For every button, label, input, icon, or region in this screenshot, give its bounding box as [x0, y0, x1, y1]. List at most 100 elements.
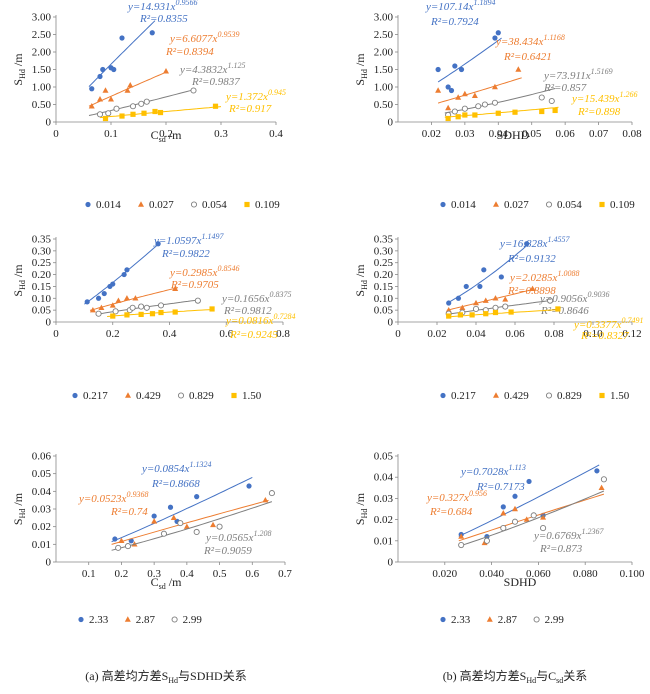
legend-label: 0.014 — [451, 199, 476, 211]
y-tick-label: 2.50 — [374, 29, 394, 41]
legend-marker — [533, 616, 540, 623]
y-tick-label: 0 — [388, 117, 394, 129]
data-point — [89, 306, 96, 313]
x-tick-label: 0.06 — [505, 328, 525, 340]
data-point — [97, 73, 103, 80]
equation-label: y=0.9056x0.9036​ — [539, 290, 609, 305]
equation-label: y=16.828x1.4557​ — [499, 235, 570, 250]
data-point — [435, 87, 442, 93]
r2-label: R²=0.9132 — [507, 253, 556, 265]
x-tick-label: 0.6 — [219, 328, 233, 340]
data-point — [455, 114, 461, 120]
series-0.829: y=0.1656x0.8375​R²=0.9812 — [95, 290, 291, 317]
data-point — [170, 514, 177, 521]
series-0.109: y=1.372x0.945​R²=0.917 — [99, 88, 286, 122]
r2-label: R²=0.9837 — [191, 76, 240, 88]
r2-label: R²=0.8327 — [580, 330, 629, 342]
data-point — [138, 303, 145, 310]
y-tick-label: 0.30 — [374, 245, 394, 257]
data-point — [600, 476, 607, 483]
equation-label: y=4.3832x1.125​ — [179, 61, 245, 76]
equation-label: y=73.911x1.5169​ — [543, 67, 613, 82]
y-tick-label: 0.05 — [374, 305, 394, 317]
equation-label: y=0.327x0.956​ — [426, 489, 487, 504]
chart-panel-5: 0 0.01 0.02 0.03 0.04 0.05 0.06 0.1 0.2 0.3 0.4 0.5… — [11, 451, 292, 627]
data-point — [452, 63, 458, 69]
legend-marker — [125, 392, 131, 398]
x-tick-label: 0.7 — [278, 568, 292, 580]
y-tick-label: 0.35 — [374, 234, 394, 246]
data-point — [455, 94, 462, 100]
legend-label: 0.109 — [610, 199, 635, 211]
equation-label: y=2.0285x1.0088​ — [509, 269, 579, 284]
data-point — [481, 267, 487, 273]
y-axis-label: SHd​ /m — [353, 492, 369, 525]
equation-label: y=15.439x1.266​ — [571, 90, 637, 105]
data-point — [194, 494, 200, 500]
x-tick-label: 0.05 — [522, 128, 542, 140]
data-point — [469, 312, 475, 318]
data-point — [445, 104, 452, 111]
data-point — [495, 30, 501, 36]
x-tick-label: 0.04 — [489, 128, 509, 140]
legend-label: 0.054 — [557, 199, 582, 211]
data-point — [105, 110, 112, 117]
legend-marker — [85, 201, 91, 208]
data-point — [445, 84, 451, 90]
data-point — [547, 297, 554, 304]
data-point — [461, 90, 468, 97]
data-point — [511, 518, 519, 525]
data-point — [157, 109, 164, 116]
r2-label: R²=0.9812 — [223, 305, 272, 317]
data-point — [177, 520, 184, 527]
data-point — [539, 108, 545, 115]
x-tick-label: 0.3 — [147, 568, 161, 580]
data-point — [127, 82, 134, 88]
equation-label: y=14.931x0.9566​ — [127, 0, 197, 13]
data-point — [124, 543, 132, 550]
data-point — [121, 271, 127, 278]
data-point — [97, 96, 103, 102]
x-tick-label: 0.060 — [526, 568, 551, 580]
data-point — [123, 295, 130, 301]
data-point — [151, 513, 157, 519]
data-point — [155, 241, 161, 247]
legend-label: 0.109 — [255, 199, 280, 211]
x-tick-label: 0.6 — [245, 568, 259, 580]
trend-line — [446, 243, 529, 304]
legend-marker — [78, 616, 84, 623]
trend-line — [84, 244, 159, 305]
y-tick-label: 0.20 — [374, 269, 394, 281]
x-tick-label: 0.4 — [269, 128, 283, 140]
r2-label: R²=0.6421 — [503, 51, 552, 63]
data-point — [458, 66, 465, 73]
legend-label: 0.027 — [149, 199, 174, 211]
y-tick-label: 0 — [388, 317, 394, 329]
data-point — [216, 523, 223, 530]
x-tick-label: 0 — [53, 128, 59, 140]
x-tick-label: 0.020 — [432, 568, 457, 580]
legend-label: 2.33 — [89, 614, 109, 626]
equation-label: y=0.3377x0.7491​ — [573, 316, 643, 331]
data-point — [594, 468, 600, 474]
legend-label: 0.429 — [504, 390, 529, 402]
y-tick-label: 0.10 — [32, 293, 52, 305]
data-point — [102, 87, 109, 93]
data-point — [448, 87, 455, 94]
data-point — [445, 306, 452, 313]
x-tick-label: 0.02 — [427, 328, 446, 340]
data-point — [172, 285, 179, 291]
data-point — [500, 510, 507, 516]
data-point — [268, 490, 275, 497]
equation-label: y=6.6077x0.9539​ — [169, 30, 239, 45]
y-axis-label: SHd​ /m — [11, 492, 27, 525]
r2-label: R²=0.898 — [577, 106, 621, 118]
x-tick-label: 0.100 — [620, 568, 645, 580]
r2-label: R²=0.873 — [539, 543, 583, 555]
r2-label: R²=0.9705 — [170, 279, 219, 291]
trend-line — [111, 501, 273, 551]
data-point — [130, 111, 136, 117]
r2-label: R²=0.8668 — [151, 478, 200, 490]
legend-marker — [244, 201, 250, 208]
x-tick-label: 0.080 — [573, 568, 598, 580]
